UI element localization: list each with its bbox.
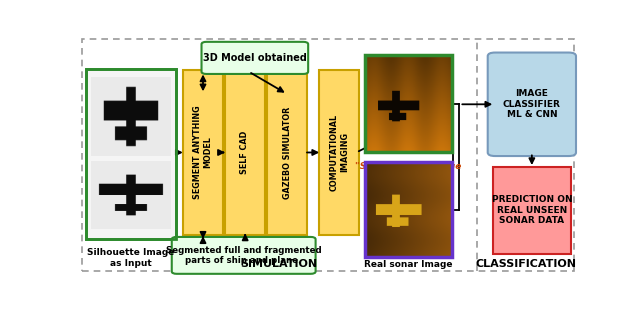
FancyBboxPatch shape [319, 70, 359, 235]
Text: COMPUTATIONAL
IMAGING: COMPUTATIONAL IMAGING [330, 114, 349, 191]
FancyBboxPatch shape [182, 70, 223, 235]
Text: SEGMENT ANYTHING
MODEL: SEGMENT ANYTHING MODEL [193, 106, 212, 199]
Text: SELF CAD: SELF CAD [241, 131, 250, 174]
Text: PREDICTION ON
REAL UNSEEN
SONAR DATA: PREDICTION ON REAL UNSEEN SONAR DATA [492, 195, 572, 225]
Text: Silhouette Image
as Input: Silhouette Image as Input [88, 248, 175, 268]
FancyBboxPatch shape [493, 167, 571, 254]
Text: SIMULATION: SIMULATION [240, 259, 317, 269]
Text: "S3Simulator" Image: "S3Simulator" Image [355, 162, 462, 171]
FancyBboxPatch shape [225, 70, 265, 235]
FancyBboxPatch shape [488, 53, 576, 156]
FancyBboxPatch shape [202, 42, 308, 74]
Text: GAZEBO SIMULATOR: GAZEBO SIMULATOR [283, 106, 292, 199]
FancyBboxPatch shape [267, 70, 307, 235]
Text: Real sonar Image: Real sonar Image [364, 260, 453, 269]
Text: Segmented full and fragmented
parts of ship and plane.: Segmented full and fragmented parts of s… [166, 246, 321, 265]
FancyBboxPatch shape [86, 69, 176, 239]
Text: 3D Model obtained: 3D Model obtained [203, 53, 307, 63]
Text: IMAGE
CLASSIFIER
ML & CNN: IMAGE CLASSIFIER ML & CNN [503, 89, 561, 119]
FancyBboxPatch shape [172, 237, 316, 274]
Text: CLASSIFICATION: CLASSIFICATION [476, 259, 577, 269]
